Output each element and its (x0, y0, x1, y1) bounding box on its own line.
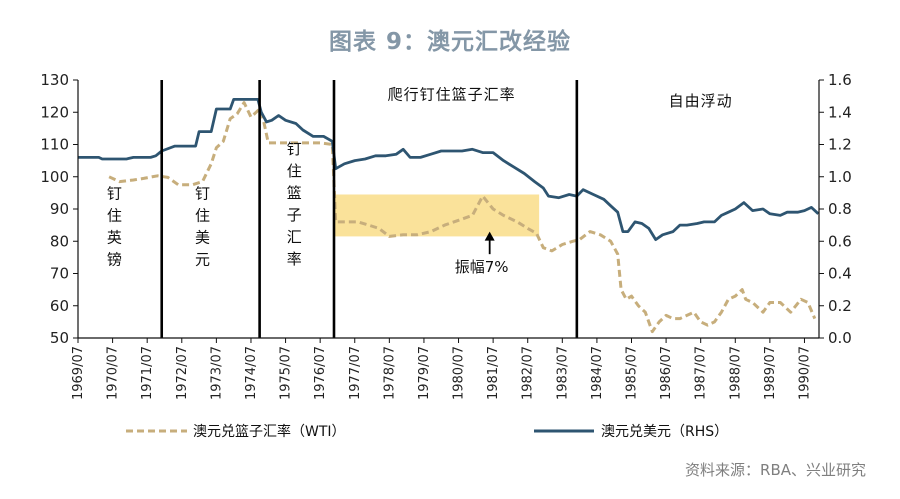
x-tick-label: 1972/07 (175, 346, 190, 400)
x-tick-label: 1980/07 (452, 346, 467, 400)
x-tick-label: 1970/07 (106, 346, 121, 400)
y-right-tick-label: 0.2 (828, 297, 852, 315)
x-tick-label: 1988/07 (728, 346, 743, 400)
y-left-tick-label: 100 (40, 168, 69, 186)
x-tick-label: 1981/07 (486, 346, 501, 400)
basket-rate-line (108, 101, 817, 334)
y-left-tick-label: 80 (50, 232, 69, 250)
x-tick-label: 1985/07 (625, 346, 640, 400)
chart-title: 图表 9：澳元汇改经验 (328, 29, 571, 55)
y-right-tick-label: 0.6 (828, 232, 852, 250)
x-tick-label: 1982/07 (521, 346, 536, 400)
y-right-tick-label: 1.2 (828, 136, 852, 154)
legend-label-audusd: 澳元兑美元（RHS） (601, 424, 728, 440)
y-right-tick-label: 0.4 (828, 265, 852, 283)
y-right-tick-label: 1.6 (828, 71, 852, 89)
regime-label: 自由浮动 (669, 92, 733, 110)
y-left-tick-label: 110 (40, 136, 69, 154)
x-tick-label: 1975/07 (279, 346, 294, 400)
regime-label: 钉住英镑 (107, 185, 122, 269)
y-left-tick-label: 130 (40, 71, 69, 89)
x-tick-label: 1969/07 (71, 346, 86, 400)
x-tick-label: 1990/07 (797, 346, 812, 400)
y-right-tick-label: 1.0 (828, 168, 852, 186)
y-right-tick-label: 0.0 (828, 329, 852, 347)
x-tick-label: 1974/07 (244, 346, 259, 400)
annotation-label: 振幅7% (455, 258, 509, 276)
regime-label: 钉住篮子汇率 (287, 140, 302, 268)
y-left-tick-label: 70 (50, 265, 69, 283)
x-tick-label: 1978/07 (382, 346, 397, 400)
source-note: 资料来源：RBA、兴业研究 (685, 461, 866, 479)
y-left-tick-label: 90 (50, 200, 69, 218)
x-tick-label: 1976/07 (313, 346, 328, 400)
y-left-tick-label: 50 (50, 329, 69, 347)
y-right-tick-label: 1.4 (828, 103, 852, 121)
x-tick-label: 1979/07 (417, 346, 432, 400)
y-right-tick-label: 0.8 (828, 200, 852, 218)
x-tick-label: 1983/07 (555, 346, 570, 400)
x-tick-label: 1971/07 (140, 346, 155, 400)
x-tick-label: 1989/07 (763, 346, 778, 400)
x-tick-label: 1973/07 (209, 346, 224, 400)
y-left-tick-label: 120 (40, 103, 69, 121)
x-tick-label: 1984/07 (590, 346, 605, 400)
x-tick-label: 1986/07 (659, 346, 674, 400)
x-tick-label: 1977/07 (348, 346, 363, 400)
annotation-arrow-head (484, 231, 495, 241)
aud-usd-line (78, 98, 819, 241)
regime-label: 爬行钉住篮子汇率 (388, 85, 516, 103)
x-tick-label: 1987/07 (694, 346, 709, 400)
regime-label: 钉住美元 (195, 185, 210, 269)
legend-label-basket: 澳元兑篮子汇率（WTI） (193, 423, 346, 440)
y-left-tick-label: 60 (50, 297, 69, 315)
